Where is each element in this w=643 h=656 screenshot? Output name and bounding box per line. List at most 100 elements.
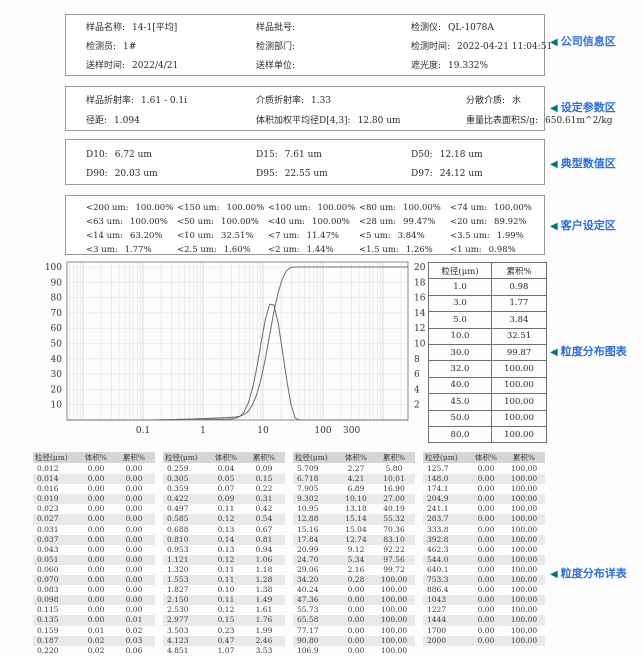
detail-row: 544.0 0.00 100.00: [423, 554, 545, 565]
detail-row: 333.8 0.00 100.00: [423, 525, 545, 535]
detail-cell: 0.13: [217, 524, 235, 534]
detail-cell: 0.014: [37, 474, 59, 484]
detail-row: 0.014 0.00 0.00: [33, 474, 155, 485]
field: D97: 24.12 um: [411, 165, 544, 184]
detail-cell: 100.00: [510, 514, 538, 524]
detail-row: 7.905 6.89 16.90: [293, 484, 415, 494]
section-label-settings: ◀ 设定参数区: [550, 99, 616, 115]
field-label: <2.5 um:: [177, 245, 217, 255]
detail-cell: 0.02: [87, 635, 105, 645]
detail-cell: 4.21: [347, 474, 365, 484]
field-label: 分散介质:: [466, 96, 506, 106]
field-label: <2 um:: [268, 245, 300, 255]
detail-row: 0.220 0.02 0.06: [33, 646, 155, 656]
detail-row: 0.259 0.04 0.09: [163, 464, 285, 474]
detail-cell: 100.00: [510, 474, 538, 484]
detail-cell: 0.02: [125, 625, 143, 635]
table-cell: 10.0: [428, 327, 492, 345]
detail-cell: 0.019: [37, 494, 59, 504]
detail-row: 462.3 0.00 100.00: [423, 545, 545, 555]
left-axis-tick: 80: [51, 294, 63, 304]
field: D10: 6.72 um: [86, 146, 256, 165]
field: <10 um: 32.51%: [177, 229, 268, 243]
detail-cell: 0.083: [37, 585, 59, 595]
detail-cell: 0.00: [125, 484, 143, 494]
field-label: <28 um:: [359, 217, 397, 227]
left-axis-tick: 100: [45, 263, 62, 273]
detail-cell: 0.00: [347, 635, 365, 645]
detail-cell: 0.00: [477, 625, 495, 635]
table-cell: 5.0: [428, 311, 492, 329]
left-axis-tick: 60: [51, 324, 63, 334]
detail-header-row: 粒径(μm) 体积% 累积%: [163, 452, 285, 463]
info-row: <200 um: 100.00% <150 um: 100.00% <100 um: 10…: [86, 201, 544, 215]
table-cell: 40.0: [428, 376, 492, 395]
detail-row: 0.012 0.00 0.00: [33, 464, 155, 474]
detail-header-cell: 体积%: [214, 453, 238, 462]
detail-cell: 20.99: [297, 544, 319, 554]
detail-cell: 0.00: [347, 625, 365, 635]
field-label: <14 um:: [86, 231, 124, 241]
detail-cell: 15.14: [345, 514, 367, 524]
table-cell: 100.00: [491, 360, 547, 378]
detail-cell: 0.00: [125, 464, 143, 473]
detail-row: 65.58 0.00 100.00: [293, 615, 415, 626]
right-axis-tick: 2: [414, 401, 420, 411]
detail-cell: 1.49: [255, 595, 273, 605]
info-row: <63 um: 100.00% <50 um: 100.00% <40 um: 100.0…: [86, 215, 544, 229]
detail-cell: 1444: [427, 615, 447, 625]
detail-cell: 0.06: [125, 645, 143, 655]
detail-cell: 100.00: [510, 575, 538, 585]
detail-row: 148.0 0.00 100.00: [423, 474, 545, 485]
field-label: 检测时间:: [411, 42, 451, 52]
detail-cell: 100.00: [510, 524, 538, 534]
detail-cell: 0.11: [217, 564, 235, 574]
detail-cell: 125.7: [427, 464, 449, 473]
detail-cell: 24.70: [297, 554, 319, 564]
detail-row: 2.977 0.15 1.76: [163, 615, 285, 626]
field: <14 um: 63.20%: [86, 229, 177, 243]
info-row: D90: 20.03 um D95: 22.55 um D97: 24.12 um: [86, 165, 544, 184]
left-triangle-icon: ◀: [550, 103, 558, 114]
detail-cell: 0.00: [125, 564, 143, 574]
detail-row: 5.709 2.27 5.80: [293, 464, 415, 474]
left-triangle-icon: ◀: [550, 159, 558, 170]
detail-cell: 17.84: [297, 534, 319, 544]
field: 检测部门:: [256, 38, 411, 57]
detail-row: 0.359 0.07 0.22: [163, 484, 285, 494]
detail-cell: 0.05: [217, 474, 235, 484]
detail-cell: 0.031: [37, 524, 59, 534]
table-cell: 100.00: [491, 376, 547, 395]
detail-cell: 100.00: [510, 564, 538, 574]
detail-cell: 0.15: [255, 474, 273, 484]
detail-cell: 0.54: [255, 514, 273, 524]
detail-cell: 0.02: [87, 645, 105, 655]
detail-cell: 0.00: [87, 544, 105, 554]
left-axis-tick: 50: [51, 340, 63, 350]
field-label: <1 um:: [450, 245, 482, 255]
detail-cell: 0.00: [87, 494, 105, 504]
detail-cell: 0.94: [255, 544, 273, 554]
right-axis-tick: 6: [414, 370, 420, 380]
detail-cell: 0.23: [217, 625, 235, 635]
detail-cell: 2000: [427, 635, 447, 645]
detail-row: 0.497 0.11 0.42: [163, 504, 285, 514]
field-label: D50:: [411, 150, 433, 160]
detail-cell: 0.00: [125, 474, 143, 484]
field-label: 检测仪:: [411, 23, 442, 33]
field-value: 3.84%: [397, 231, 425, 241]
detail-row: 90.80 0.00 100.00: [293, 635, 415, 646]
detail-cell: 392.8: [427, 534, 449, 544]
table-row: 1.0 0.98: [428, 278, 547, 296]
field-value: 19.332%: [448, 61, 489, 71]
detail-cell: 106.9: [297, 645, 319, 655]
detail-cell: 0.115: [37, 605, 59, 615]
detail-cell: 10.95: [297, 504, 319, 514]
field-label: D10:: [86, 150, 108, 160]
detail-row: 886.4 0.00 100.00: [423, 585, 545, 595]
table-row: 80.0 100.00: [428, 425, 547, 444]
detail-cell: 0.135: [37, 615, 59, 625]
field-label: 检测部门:: [256, 42, 296, 52]
detail-cell: 0.688: [167, 524, 189, 534]
right-axis-tick: 8: [414, 355, 420, 365]
